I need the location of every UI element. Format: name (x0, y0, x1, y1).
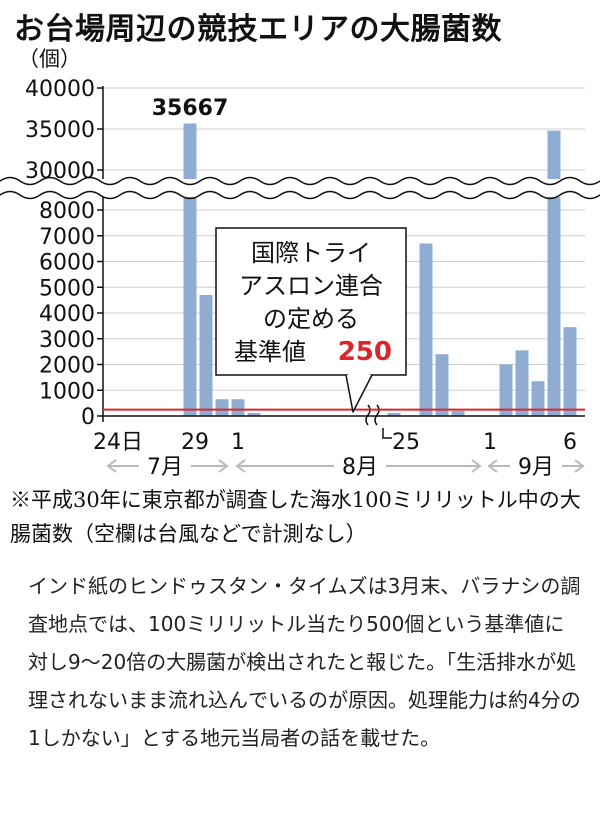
bar (247, 412, 261, 416)
callout-pointer (345, 374, 373, 413)
bar (231, 399, 245, 416)
y-tick-label: 2000 (39, 354, 95, 379)
x-tick-label: 1 (483, 430, 497, 455)
y-tick-label: 4000 (39, 302, 95, 327)
month-span-left-chevron (487, 459, 498, 473)
month-label: 7月 (147, 455, 183, 480)
standard-value-label: 250 (338, 337, 392, 367)
bar (387, 412, 401, 416)
bar (183, 123, 197, 416)
month-span-right-chevron (218, 459, 229, 473)
x-label-connector (382, 428, 392, 439)
month-span-left-chevron (235, 459, 246, 473)
y-tick-label: 7000 (39, 225, 95, 250)
bar (451, 410, 465, 416)
data-label: 35667 (152, 96, 229, 121)
month-span-left-chevron (106, 459, 117, 473)
article-text: インド紙のヒンドゥスタン・タイムズは3月末、バラナシの調査地点では、100ミリリ… (28, 574, 581, 750)
axis-break-line (0, 190, 600, 200)
month-label-bg (139, 452, 191, 480)
y-tick-label: 0 (81, 405, 95, 430)
x-tick-label: 6 (563, 430, 577, 455)
month-label-bg (510, 452, 562, 480)
x-tick-label: 29 (181, 430, 209, 455)
month-label: 8月 (342, 455, 378, 480)
y-tick-label: 8000 (39, 199, 95, 224)
callout-text: 国際トライ (251, 239, 371, 267)
x-axis-break (374, 404, 380, 426)
y-tick-label: 40000 (25, 77, 95, 102)
y-tick-label: 5000 (39, 276, 95, 301)
y-tick-label: 3000 (39, 328, 95, 353)
bar (531, 381, 545, 416)
bar (547, 130, 561, 416)
y-tick-label: 1000 (39, 379, 95, 404)
chart-title: お台場周辺の競技エリアの大腸菌数 (14, 12, 502, 47)
bar (199, 294, 213, 416)
month-label: 9月 (518, 455, 554, 480)
callout-text: の定める (263, 305, 359, 333)
bar-chart: （個） 010002000300040005000600070008000300… (0, 47, 600, 480)
x-tick-label: 1 (231, 430, 245, 455)
month-span-right-chevron (471, 459, 482, 473)
bar (215, 399, 229, 416)
callout-box (215, 227, 407, 376)
footnote: ※平成30年に東京都が調査した海水100ミリリットル中の大腸菌数（空欄は台風など… (10, 488, 581, 546)
axis-break-gap (0, 179, 600, 197)
x-axis-break (365, 404, 371, 426)
x-tick-label: 24日 (93, 430, 143, 455)
bar (515, 350, 529, 416)
bar (563, 327, 577, 416)
unit-label: （個） (18, 47, 81, 71)
y-tick-label: 6000 (39, 251, 95, 276)
month-span-right-chevron (574, 459, 585, 473)
x-tick-label: 25 (392, 430, 420, 455)
axis-break-line (0, 176, 600, 186)
bar (499, 364, 513, 416)
month-label-bg (334, 452, 386, 480)
callout-text: 基準値 (234, 338, 306, 366)
bar (435, 354, 449, 416)
bar (419, 243, 433, 416)
callout-text: アスロン連合 (239, 272, 383, 300)
y-tick-label: 35000 (25, 118, 95, 143)
